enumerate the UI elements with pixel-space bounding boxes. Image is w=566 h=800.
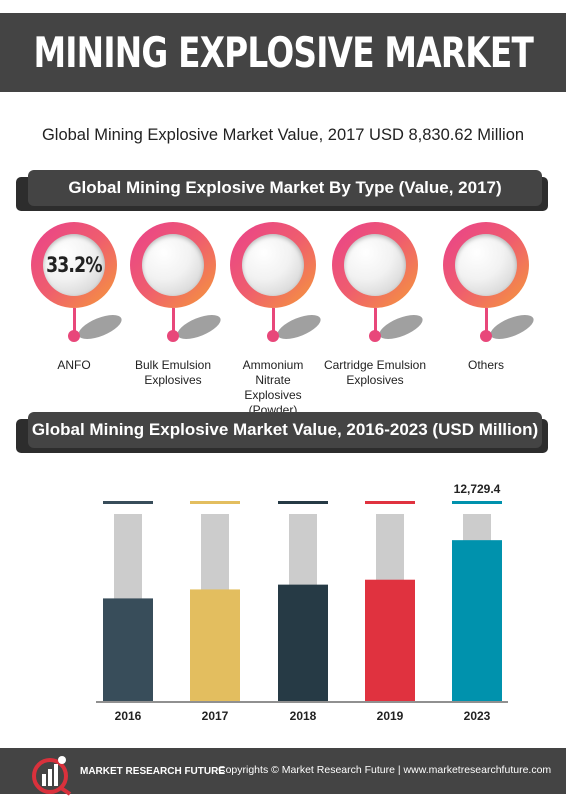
type-label: Others <box>467 358 504 372</box>
pin-dot-icon <box>68 330 80 342</box>
value-section-title: Global Mining Explosive Market Value, 20… <box>28 412 542 448</box>
x-tick-label: 2016 <box>115 709 142 723</box>
type-section-banner: Global Mining Explosive Market By Type (… <box>16 170 548 212</box>
pin-dot-icon <box>369 330 381 342</box>
market-value-summary: Global Mining Explosive Market Value, 20… <box>41 126 525 144</box>
ring-icon <box>230 222 316 308</box>
type-item-bulk-emulsion: Bulk Emulsion Explosives <box>118 222 228 387</box>
type-section-title: Global Mining Explosive Market By Type (… <box>28 170 542 206</box>
x-tick-label: 2017 <box>202 709 229 723</box>
leaf-icon <box>174 310 224 344</box>
bar-cap-2016 <box>103 501 153 504</box>
type-item-anfo: 33.2% ANFO <box>19 222 129 382</box>
ring-icon: 33.2% <box>31 222 117 308</box>
value-section-banner: Global Mining Explosive Market Value, 20… <box>16 412 548 454</box>
footer <box>0 748 566 794</box>
page-title: MINING EXPLOSIVE MARKET <box>33 28 533 77</box>
pin-dot-icon <box>267 330 279 342</box>
x-tick-label: 2023 <box>464 709 491 723</box>
leaf-icon <box>274 310 324 344</box>
data-label: 12,729.4 <box>454 482 501 496</box>
copyright-text: Copyrights © Market Research Future | ww… <box>218 764 552 776</box>
brand-name: MARKET RESEARCH FUTURE <box>80 766 225 777</box>
x-tick-label: 2018 <box>290 709 317 723</box>
ring-icon <box>130 222 216 308</box>
type-label: Bulk Emulsion Explosives <box>134 358 212 387</box>
mrf-logo-icon <box>32 756 72 796</box>
type-label: ANFO <box>57 358 91 372</box>
bar-2019 <box>365 579 415 701</box>
leaf-icon <box>376 310 426 344</box>
page-header: MINING EXPLOSIVE MARKET <box>0 13 566 92</box>
type-item-others: Others <box>431 222 541 382</box>
bar-2017 <box>190 589 240 701</box>
ring-icon <box>443 222 529 308</box>
type-item-cartridge-emulsion: Cartridge Emulsion Explosives <box>320 222 430 387</box>
pin-dot-icon <box>167 330 179 342</box>
market-value-bar-chart: 2016 2017 2018 2019 2023 12,729.4 <box>96 482 508 723</box>
x-tick-label: 2019 <box>377 709 404 723</box>
type-item-ammonium-nitrate: Ammonium Nitrate Explosives (Powder) <box>218 222 328 417</box>
type-label: Ammonium Nitrate Explosives (Powder) <box>242 358 304 417</box>
bar-2023 <box>452 540 502 701</box>
leaf-icon <box>487 310 537 344</box>
bar-cap-2017 <box>190 501 240 504</box>
ring-icon <box>332 222 418 308</box>
bar-2018 <box>278 584 328 701</box>
bar-cap-2023 <box>452 501 502 504</box>
bar-2016 <box>103 598 153 701</box>
bar-cap-2019 <box>365 501 415 504</box>
pin-dot-icon <box>480 330 492 342</box>
bar-cap-2018 <box>278 501 328 504</box>
type-label: Cartridge Emulsion Explosives <box>323 358 427 387</box>
type-share: 33.2% <box>46 253 102 277</box>
